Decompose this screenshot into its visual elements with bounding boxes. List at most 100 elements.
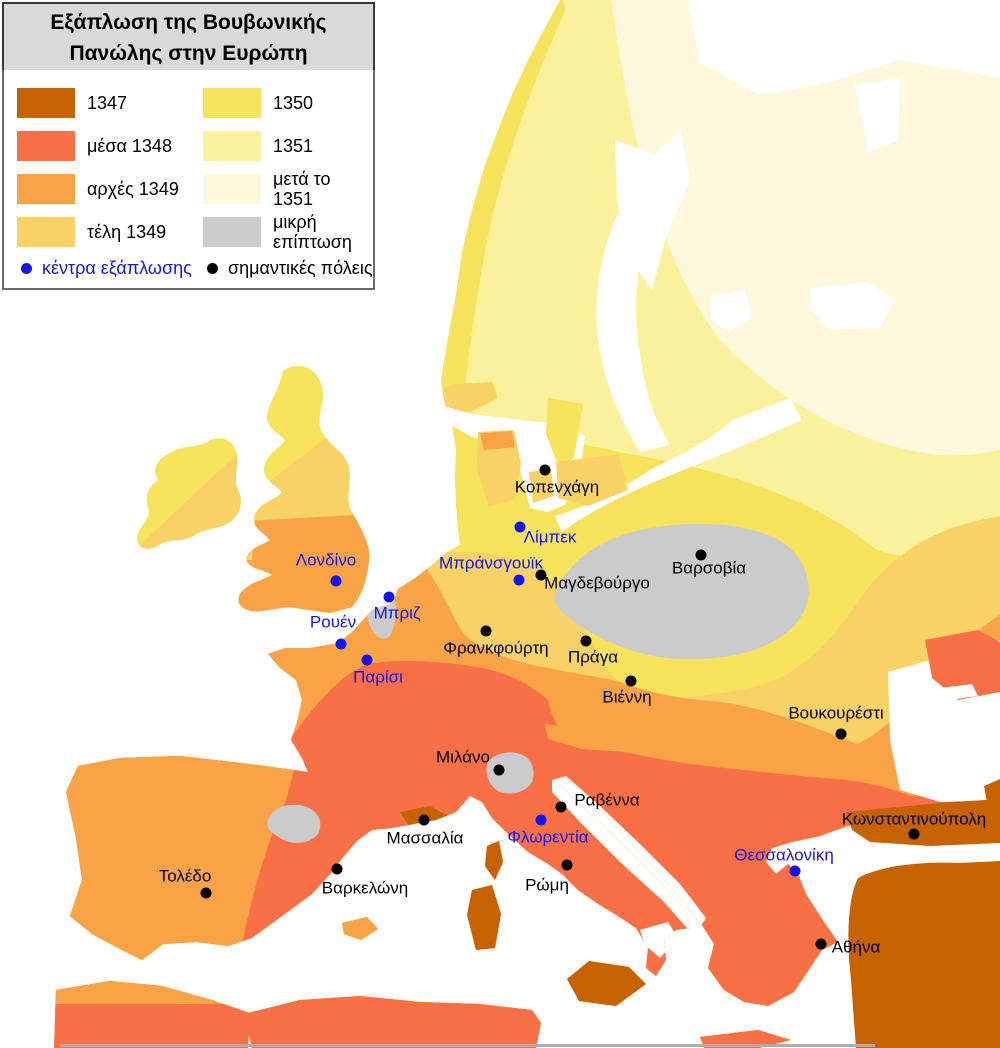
- legend-row-minor: μικρή επίπτωση: [203, 212, 373, 252]
- legend-label-minor: μικρή επίπτωση: [273, 212, 352, 252]
- white-sea: [615, 130, 690, 290]
- map-title-line2: Πανώλης στην Ευρώπη: [69, 42, 308, 65]
- sea-shapes: [425, 0, 1000, 958]
- city-dot-Μαγδεβούργο: [535, 569, 547, 581]
- gulf-of-taranto: [640, 922, 678, 958]
- map-bottom-border: [60, 1044, 875, 1047]
- map-title-line1: Εξάπλωση της Βουβωνικής: [50, 11, 327, 34]
- spread-center-label: κέντρα εξάπλωσης: [42, 257, 192, 278]
- corsica-1347: [485, 841, 503, 880]
- legend-label-m1348: μέσα 1348: [87, 136, 172, 156]
- jutland-top-orange: [480, 431, 515, 450]
- spread-center-dot-Θεσσαλονίκη: [789, 865, 801, 877]
- major-city-dot-icon: [207, 262, 218, 274]
- legend-swatch-y1350: [203, 88, 261, 118]
- legend-marker-major-cities: σημαντικές πόλεις: [203, 256, 373, 280]
- thrace-1347: [846, 799, 1000, 846]
- zealand-island: [529, 469, 554, 503]
- city-dot-Πράγα: [580, 635, 592, 647]
- legend-row-y1351: 1351: [203, 131, 373, 161]
- legend-label-y1351: 1351: [273, 136, 314, 156]
- city-dot-Αθήνα: [815, 938, 827, 950]
- city-dot-Τολέδο: [200, 887, 212, 899]
- adriatic-sea: [552, 776, 706, 936]
- legend-swatch-t1349: [17, 217, 75, 247]
- spread-center-dot-Μπριζ: [383, 591, 395, 603]
- legend-swatch-minor: [203, 217, 261, 247]
- poland-grey-patch: [554, 523, 809, 660]
- anatolia-1347: [848, 861, 1000, 1048]
- spread-center-dot-Ρουέν: [335, 638, 347, 650]
- alps-orange-strip: [545, 724, 700, 756]
- legend-label-y1347: 1347: [87, 93, 128, 113]
- city-label-Θεσσαλονίκη: Θεσσαλονίκη: [734, 845, 834, 865]
- city-dot-Κοπενχάγη: [539, 464, 551, 476]
- city-dot-Βουκουρέστι: [835, 728, 847, 740]
- city-dot-Ρώμη: [561, 859, 573, 871]
- city-label-Ρώμη: Ρώμη: [525, 875, 569, 895]
- legend-row-m1348: μέσα 1348: [17, 131, 179, 161]
- spread-center-dot-Μπράνσγουϊκ: [513, 574, 525, 586]
- spread-center-dot-icon: [21, 262, 32, 274]
- legend-swatch-after1351: [203, 174, 261, 204]
- map-legend: 1347 μέσα 1348 αρχές 1349 τέλη 1349 1350 135…: [2, 70, 375, 290]
- denmark-group: [477, 398, 628, 507]
- minor-impact-patches: [267, 523, 809, 843]
- sardinia-1347: [467, 885, 501, 950]
- legend-label-after1351: μετά το 1351: [273, 169, 331, 209]
- city-label-Μιλάνο: Μιλάνο: [436, 747, 490, 767]
- black-sea-east-coast-1347: [984, 779, 1000, 812]
- baltic-sea: [555, 398, 802, 532]
- city-dot-Βιέννη: [625, 675, 637, 687]
- city-label-Φλωρεντία: Φλωρεντία: [507, 827, 589, 847]
- city-label-Φρανκφούρτη: Φρανκφούρτη: [443, 638, 549, 658]
- legend-label-y1350: 1350: [273, 93, 314, 113]
- sweden-west-coast-yellow: [546, 398, 583, 468]
- city-label-Βιέννη: Βιέννη: [602, 687, 652, 707]
- city-dot-Βαρσοβία: [695, 549, 707, 561]
- legend-swatch-a1349: [17, 174, 75, 204]
- legend-row-after1351: μετά το 1351: [203, 169, 373, 209]
- city-dot-Ραβέννα: [555, 801, 567, 813]
- city-label-Βαρκελώνη: Βαρκελώνη: [321, 878, 409, 898]
- city-dot-Μασσαλία: [418, 814, 430, 826]
- lake-onega: [810, 282, 895, 330]
- unclipped-land: [60, 779, 1000, 1048]
- legend-column-2: 1350 1351 μετά το 1351 μικρή επίπτωση: [203, 88, 373, 260]
- pyrenees-grey-patch: [267, 804, 321, 843]
- city-label-Λονδίνο: Λονδίνο: [295, 550, 357, 570]
- spread-center-dot-Παρίσι: [361, 654, 373, 666]
- lake-ladoga: [710, 290, 752, 332]
- city-label-Κωνσταντινούπολη: Κωνσταντινούπολη: [841, 809, 987, 829]
- city-label-Πράγα: Πράγα: [567, 647, 619, 667]
- mallorca-orange: [342, 917, 378, 940]
- spread-center-dot-Λονδίνο: [330, 575, 342, 587]
- city-dot-Μιλάνο: [493, 764, 505, 776]
- legend-row-y1350: 1350: [203, 88, 373, 118]
- crimea-tomato: [925, 630, 1000, 700]
- legend-marker-spread-centers: κέντρα εξάπλωσης: [17, 256, 192, 280]
- city-label-Τολέδο: Τολέδο: [158, 866, 212, 886]
- milan-grey-patch: [486, 752, 534, 794]
- west-iberia-orange: [56, 748, 298, 1004]
- city-dot-Φρανκφούρτη: [480, 625, 492, 637]
- spread-center-dot-Λίμπεκ: [514, 521, 526, 533]
- city-label-Μαγδεβούργο: Μαγδεβούργο: [544, 573, 650, 593]
- legend-row-y1347: 1347: [17, 88, 179, 118]
- legend-swatch-m1348: [17, 131, 75, 161]
- legend-column-1: 1347 μέσα 1348 αρχές 1349 τέλη 1349: [17, 88, 179, 260]
- sicily-1347: [567, 961, 646, 1006]
- legend-row-t1349: τέλη 1349: [17, 217, 179, 247]
- city-label-Λίμπεκ: Λίμπεκ: [523, 527, 577, 547]
- city-dot-Βαρκελώνη: [331, 863, 343, 875]
- legend-swatch-y1347: [17, 88, 75, 118]
- legend-label-a1349: αρχές 1349: [87, 179, 179, 199]
- white-sea-arm: [855, 78, 900, 152]
- city-label-Μπράνσγουϊκ: Μπράνσγουϊκ: [439, 553, 543, 573]
- gulf-of-bothnia: [596, 215, 670, 452]
- city-label-Ραβέννα: Ραβέννα: [574, 790, 640, 810]
- map-title-box: Εξάπλωση της Βουβωνικής Πανώλης στην Ευρ…: [2, 2, 375, 75]
